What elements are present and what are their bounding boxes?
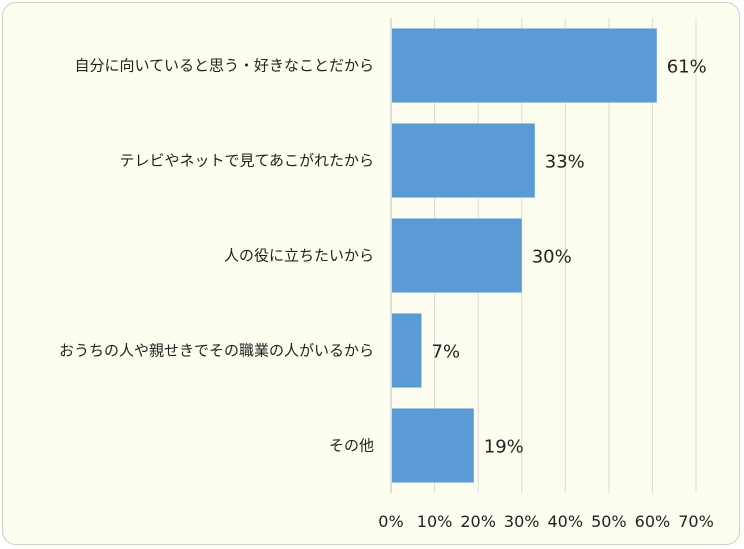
- category-label: おうちの人や親せきでその職業の人がいるから: [59, 342, 374, 360]
- bar: [392, 313, 422, 387]
- category-label: 人の役に立ちたいから: [224, 247, 374, 265]
- bar: [392, 123, 535, 197]
- value-label: 61%: [667, 57, 707, 78]
- x-axis-ticks: 0% 10% 20% 30% 40% 50% 60% 70%: [378, 512, 713, 531]
- x-tick-label: 50%: [591, 512, 627, 531]
- value-label: 19%: [484, 437, 524, 458]
- x-tick-label: 10%: [417, 512, 453, 531]
- value-label: 7%: [432, 342, 461, 363]
- category-label: その他: [329, 437, 374, 455]
- bar-chart: 自分に向いていると思う・好きなことだからテレビやネットで見てあこがれたから人の役…: [3, 3, 740, 545]
- x-tick-label: 70%: [678, 512, 714, 531]
- bar: [392, 28, 657, 102]
- category-label: 自分に向いていると思う・好きなことだから: [74, 57, 374, 75]
- value-label: 30%: [532, 247, 572, 268]
- x-tick-label: 20%: [460, 512, 496, 531]
- category-labels: 自分に向いていると思う・好きなことだからテレビやネットで見てあこがれたから人の役…: [59, 57, 374, 455]
- x-tick-label: 0%: [378, 512, 403, 531]
- x-tick-label: 60%: [635, 512, 671, 531]
- bar: [392, 218, 522, 292]
- bars: [392, 28, 657, 482]
- category-label: テレビやネットで見てあこがれたから: [119, 152, 374, 170]
- x-tick-label: 40%: [548, 512, 584, 531]
- x-tick-label: 30%: [504, 512, 540, 531]
- value-label: 33%: [545, 152, 585, 173]
- bar: [392, 408, 474, 482]
